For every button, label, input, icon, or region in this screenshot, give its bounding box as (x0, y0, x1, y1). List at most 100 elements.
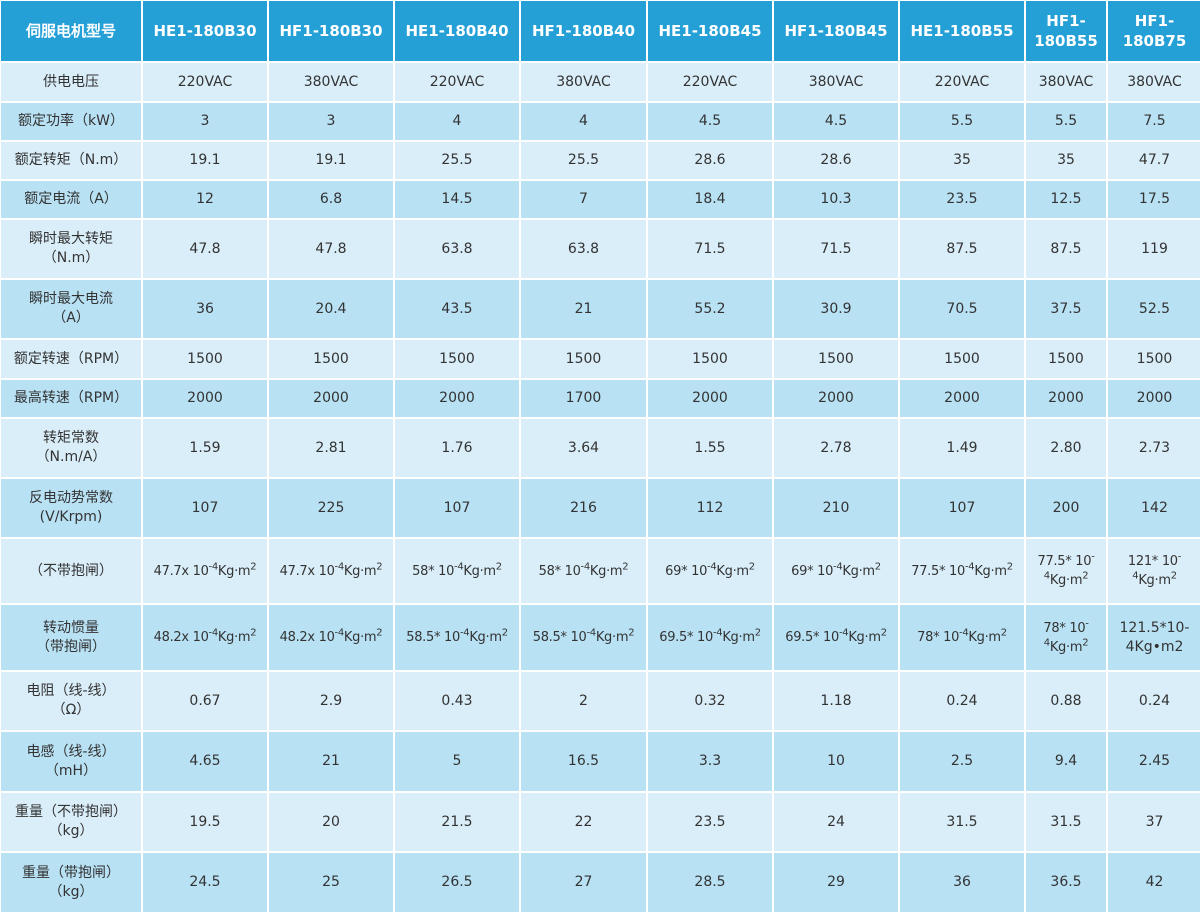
cell-part: Kg·m (848, 630, 881, 645)
cell: 19.1 (143, 142, 267, 179)
cell: 87.5 (900, 220, 1024, 278)
cell: 20.4 (269, 280, 393, 338)
row: 反电动势常数 (V/Krpm) 107 225 107 216 112 210 107 200 14… (1, 479, 1200, 537)
cell-part: -4 (838, 627, 849, 639)
cell: 14.5 (395, 181, 519, 218)
row: 转动惯量 （带抱闸） 48.2x 10-4Kg·m2 48.2x 10-4Kg·m2 5… (1, 605, 1200, 670)
cell-part: -4 (334, 627, 345, 639)
label-line: 电阻（线-线） (26, 683, 116, 699)
cell: 21.5 (395, 793, 519, 851)
cell-part: 2 (628, 627, 635, 639)
cell: 28.6 (648, 142, 772, 179)
cell: 1.76 (395, 419, 519, 477)
header-cell: 伺服电机型号 (1, 1, 141, 61)
label-line: 瞬时最大电流 (29, 291, 113, 307)
cell: 2000 (269, 380, 393, 417)
cell: 58* 10-4Kg·m2 (395, 539, 519, 603)
cell-part: Kg·m (589, 563, 623, 579)
cell-part: -4 (1043, 551, 1095, 582)
cell: 380VAC (269, 63, 393, 101)
row-label: 重量（带抱闸） （kg） (1, 853, 141, 912)
header-line: HF1- (1046, 12, 1086, 30)
cell-part: 78* 10 (1043, 620, 1086, 636)
cell: 58* 10-4Kg·m2 (521, 539, 646, 603)
cell: 216 (521, 479, 646, 537)
cell: 2.5 (900, 732, 1024, 791)
cell: 36 (143, 280, 267, 338)
cell-part: 2 (1082, 570, 1089, 582)
cell: 142 (1108, 479, 1200, 537)
cell-part: -4 (334, 561, 345, 573)
cell: 1500 (648, 340, 772, 378)
cell-part: 2 (376, 627, 383, 639)
row: 额定电流（A） 12 6.8 14.5 7 18.4 10.3 23.5 12.5 17.5 (1, 181, 1200, 218)
cell-part: 78* 10 (917, 630, 960, 645)
cell: 3.64 (521, 419, 646, 477)
label-line: 电感（线-线） (26, 743, 116, 760)
header-line: 180B55 (1034, 32, 1098, 50)
cell: 0.24 (900, 672, 1024, 730)
cell: 19.1 (269, 142, 393, 179)
row-label: 最高转速（RPM） (1, 380, 141, 417)
cell: 7 (521, 181, 646, 218)
cell: 24 (774, 793, 898, 851)
cell-part: 2 (880, 627, 887, 639)
cell: 36.5 (1026, 853, 1106, 912)
header-cell: HF1-180B30 (269, 1, 393, 61)
row: 电阻（线-线） （Ω） 0.67 2.9 0.43 2 0.32 1.18 0.24 0.88 0.… (1, 672, 1200, 730)
cell: 2000 (1026, 380, 1106, 417)
cell: 1500 (774, 340, 898, 378)
cell: 77.5* 10-4Kg·m2 (1026, 539, 1106, 603)
cell-part: -4 (208, 627, 219, 639)
row-label: 额定转速（RPM） (1, 340, 141, 378)
cell-part: -4 (454, 561, 464, 573)
cell: 21 (269, 732, 393, 791)
cell: 119 (1108, 220, 1200, 278)
cell: 2000 (774, 380, 898, 417)
cell: 6.8 (269, 181, 393, 218)
cell: 1.55 (648, 419, 772, 477)
cell: 18.4 (648, 181, 772, 218)
cell: 16.5 (521, 732, 646, 791)
label-line: 供电电压 (43, 73, 99, 90)
header-cell: HF1-180B45 (774, 1, 898, 61)
cell: 107 (900, 479, 1024, 537)
row: 转矩常数 （N.m/A） 1.59 2.81 1.76 3.64 1.55 2.78 1.49 2… (1, 419, 1200, 477)
cell: 77.5* 10-4Kg·m2 (900, 539, 1024, 603)
cell: 225 (269, 479, 393, 537)
cell: 2.80 (1026, 419, 1106, 477)
cell-part: 2 (1170, 570, 1177, 582)
cell: 107 (395, 479, 519, 537)
cell: 28.6 (774, 142, 898, 179)
cell-part: Kg·m (217, 563, 251, 579)
cell-part: -4 (208, 561, 219, 573)
cell-part: Kg·m (343, 563, 377, 579)
cell-part: Kg·m (968, 630, 1001, 645)
row: 额定功率（kW） 3 3 4 4 4.5 4.5 5.5 5.5 7.5 (1, 103, 1200, 140)
cell-part: 2 (250, 561, 257, 573)
cell-part: -4 (586, 627, 596, 639)
cell: 5.5 (900, 103, 1024, 140)
cell: 31.5 (900, 793, 1024, 851)
cell: 28.5 (648, 853, 772, 912)
cell-part: 2 (1000, 627, 1007, 639)
cell: 26.5 (395, 853, 519, 912)
cell: 42 (1108, 853, 1200, 912)
cell-part: Kg·m (716, 563, 749, 579)
cell-part: 2 (748, 561, 755, 573)
cell-part: Kg·m (1138, 573, 1171, 588)
cell: 5 (395, 732, 519, 791)
row-label: 额定转矩（N.m） (1, 142, 141, 179)
cell: 31.5 (1026, 793, 1106, 851)
label-line: 反电动势常数 (29, 490, 113, 506)
cell: 71.5 (774, 220, 898, 278)
label-line: 瞬时最大转矩 (29, 231, 113, 247)
cell: 1500 (1108, 340, 1200, 378)
row-label: 瞬时最大转矩 （N.m） (1, 220, 141, 278)
label-line: （不带抱闸） (29, 562, 113, 579)
cell: 36 (900, 853, 1024, 912)
cell: 78* 10-4Kg·m2 (900, 605, 1024, 670)
cell: 71.5 (648, 220, 772, 278)
cell: 25.5 (395, 142, 519, 179)
cell: 24.5 (143, 853, 267, 912)
